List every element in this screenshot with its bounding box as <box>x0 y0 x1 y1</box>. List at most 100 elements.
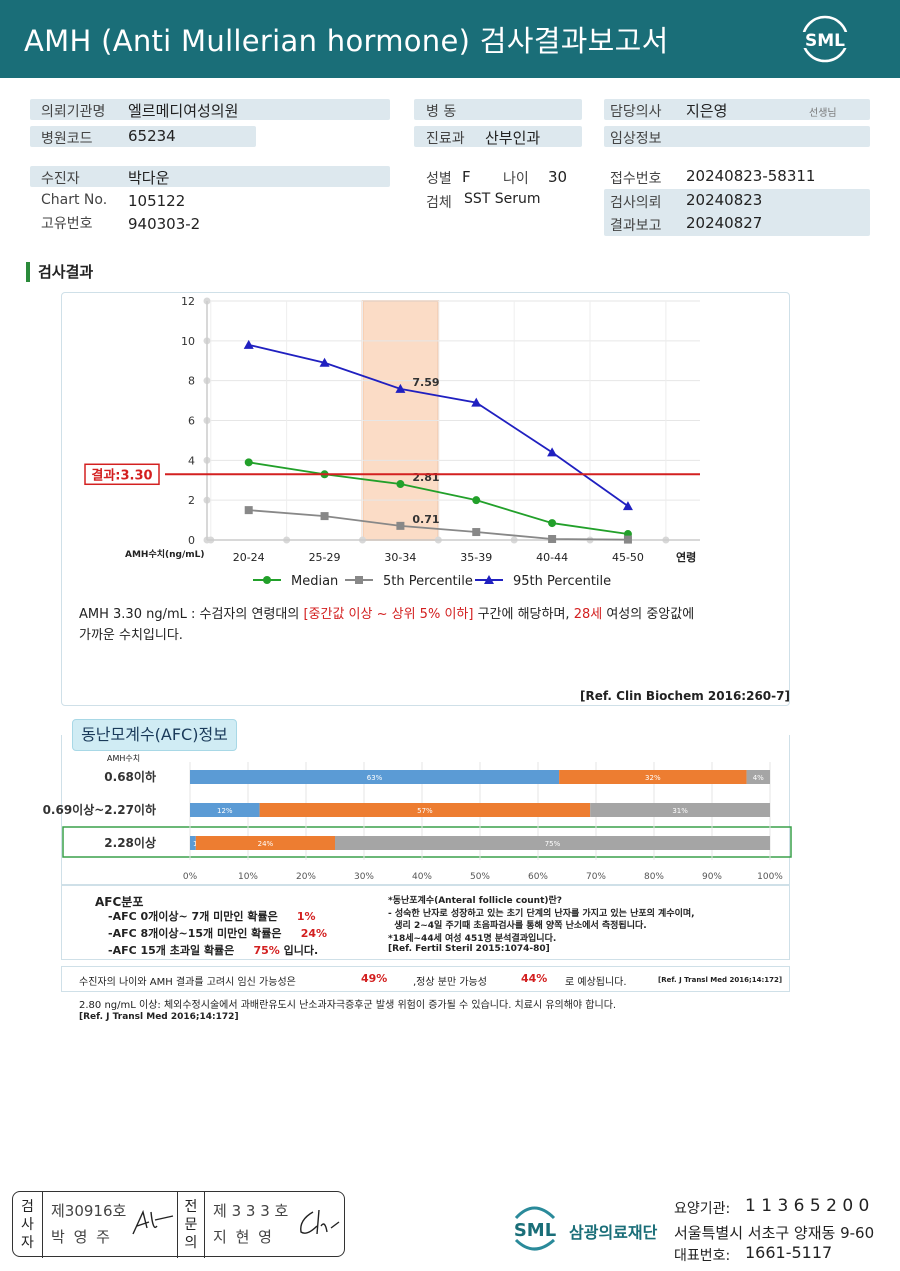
footer-sml-logo: SML <box>514 1206 556 1251</box>
doctor-value: 지은영 <box>686 102 728 120</box>
afc-axis-tick: 20% <box>296 872 316 882</box>
afc-def-l3: *18세~44세 여성 451명 분석결과입니다. <box>388 934 557 944</box>
patient-label: 수진자 <box>41 171 80 187</box>
chart-no-label: Chart No. <box>41 192 108 208</box>
report-header: AMH (Anti Mullerian hormone) 검사결과보고서 SML <box>0 0 900 78</box>
afc-dist-3: -AFC 15개 초과일 확률은 75% 입니다. <box>108 942 318 958</box>
request-label: 검사의뢰 <box>610 195 662 211</box>
footer-org: 삼광의료재단 <box>569 1223 658 1242</box>
section-title: 검사결과 <box>26 262 93 282</box>
stamp-role-2: 전문의 <box>177 1192 205 1258</box>
info-bar-org <box>30 99 390 120</box>
x-tick-label: 20-24 <box>233 551 265 564</box>
afc-bar-label: 4% <box>753 774 764 782</box>
info-bar-clinical <box>604 126 870 147</box>
p95-point <box>243 339 254 349</box>
x-tick-label: 35-39 <box>460 551 492 564</box>
report-title: AMH (Anti Mullerian hormone) 검사결과보고서 <box>24 24 669 58</box>
data-label: 7.59 <box>412 376 439 389</box>
afc-bar-segment <box>746 770 770 784</box>
amh-chart: 0 2 4 6 8 10 12 20-24 25-29 30-34 35-39 40-44 45-50 연… <box>84 295 700 589</box>
series-line-triangle <box>248 343 629 507</box>
afc-axis-tick: 70% <box>586 872 606 882</box>
specimen-value: SST Serum <box>464 191 541 207</box>
afc-bar-segment <box>335 836 770 850</box>
afc-dist-2-pct: 24% <box>300 927 328 940</box>
stamp-name-1: 박 영 주 <box>51 1228 112 1246</box>
dept-value: 산부인과 <box>485 129 541 147</box>
data-label: 0.71 <box>412 513 439 526</box>
series-line-circle <box>248 461 629 535</box>
afc-axis-tick: 0% <box>183 872 198 882</box>
prob-ref: [Ref. J Transl Med 2016;14:172] <box>658 976 783 984</box>
p5-point <box>396 521 405 530</box>
sex-value: F <box>462 168 471 186</box>
x-axis-label: 연령 <box>676 550 696 564</box>
doctor-label: 담당의사 <box>610 104 662 120</box>
accept-label: 접수번호 <box>610 171 662 187</box>
afc-def-ref: [Ref. Fertil Steril 2015:1074-80] <box>388 944 550 954</box>
req-org-label: 의뢰기관명 <box>41 104 106 120</box>
stamp-role-1-text: 검사자 <box>21 1199 34 1251</box>
afc-dist-title: AFC분포 <box>95 895 144 909</box>
probability-panel <box>61 966 790 992</box>
afc-highlight-row <box>62 826 792 858</box>
stamp-name-2: 지 현 영 <box>213 1228 274 1246</box>
afc-bar-segment <box>190 803 260 817</box>
afc-panel <box>61 735 790 885</box>
hosp-code-label: 병원코드 <box>41 131 93 147</box>
info-bar-ward <box>414 99 582 120</box>
afc-row-label: 0.69이상~2.27이하 <box>43 802 156 817</box>
afc-bar-segment <box>195 836 335 850</box>
sml-logo: SML <box>800 15 850 63</box>
result-text-age: 28세 <box>573 607 603 622</box>
age-value: 30 <box>548 168 568 186</box>
afc-bar-segment <box>559 770 747 784</box>
y-tick-label: 6 <box>188 415 195 428</box>
prob-text-1: 수진자의 나이와 AMH 결과를 고려시 임신 가능성은 <box>79 977 296 988</box>
result-line2: 가까운 수치입니다. <box>79 628 183 643</box>
uid-value: 940303-2 <box>128 215 201 233</box>
afc-bar-label: 75% <box>545 840 561 848</box>
result-text-5: 여성의 중앙값에 <box>602 607 695 622</box>
p95-point <box>471 397 482 407</box>
y-tick-label: 2 <box>188 494 195 507</box>
x-tick-label: 30-34 <box>384 551 416 564</box>
afc-bar-label: 24% <box>258 840 274 848</box>
afc-bar-segment <box>190 770 560 784</box>
p5-point <box>320 512 329 521</box>
legend-label: Median <box>291 574 338 589</box>
req-org-value: 엘르메디여성의원 <box>128 102 239 120</box>
afc-axis-tick: 40% <box>412 872 432 882</box>
median-point <box>548 519 557 528</box>
p5-point <box>548 535 557 544</box>
y-tick-label: 10 <box>181 335 195 348</box>
series-line-square <box>248 509 628 541</box>
afc-bar-segment <box>190 836 196 850</box>
afc-def-title: *동난포계수(Anteral follicle count)란? <box>388 896 562 906</box>
p95-point <box>395 383 406 393</box>
legend-label: 5th Percentile <box>383 574 473 589</box>
request-value: 20240823 <box>686 191 763 209</box>
footer-tel: 1661-5117 <box>745 1243 833 1262</box>
chart-no-value: 105122 <box>128 192 186 210</box>
p5-point <box>623 535 632 544</box>
report-value: 20240827 <box>686 214 763 232</box>
result-label: 결과:3.30 <box>91 467 152 483</box>
result-text-3: 구간에 해당하며, <box>473 607 574 622</box>
clinical-label: 임상정보 <box>610 131 662 147</box>
prob-text-3: 로 예상됩니다. <box>565 977 627 988</box>
afc-chart: AMH수치 0% 10% 20% 30% 40% 50% 60% 70% 80% 90% 100% 0.… <box>43 754 792 882</box>
stamp-role-1: 검사자 <box>13 1192 43 1258</box>
sex-label: 성별 <box>426 171 452 187</box>
footer-address: 서울특별시 서초구 양재동 9-60 <box>674 1224 875 1242</box>
x-tick-label: 40-44 <box>536 551 568 564</box>
afc-bar-label: 63% <box>367 774 383 782</box>
warning-ref: [Ref. J Transl Med 2016;14:172] <box>79 1012 239 1022</box>
afc-row-label: 0.68이하 <box>104 769 156 784</box>
result-ref: [Ref. Clin Biochem 2016:260-7] <box>580 689 790 703</box>
result-text-1: AMH 3.30 ng/mL : 수검자의 연령대의 <box>79 607 304 622</box>
stamp-no-2: 제 3 3 3 호 <box>213 1202 289 1220</box>
prob-value-1: 49% <box>361 972 388 985</box>
afc-axis-tick: 50% <box>470 872 490 882</box>
